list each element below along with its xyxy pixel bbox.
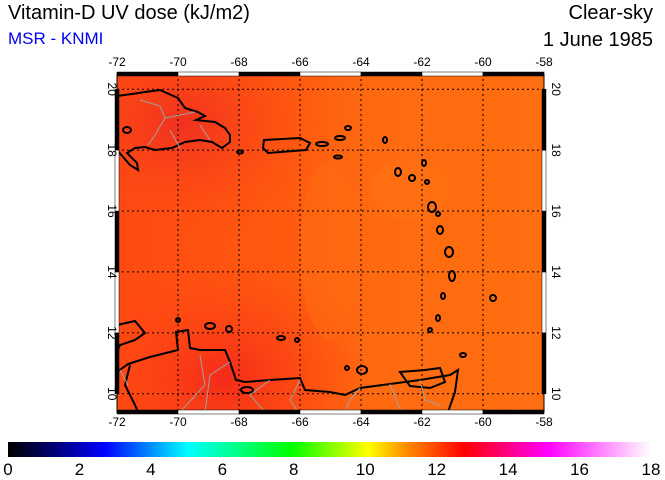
frame-bar <box>482 71 545 77</box>
small-islands <box>122 125 497 394</box>
lon-tick-label: -70 <box>169 415 187 429</box>
colorbar-label: 4 <box>146 460 155 479</box>
lon-tick-label: -64 <box>352 415 370 429</box>
maracaibo-coast <box>123 364 139 412</box>
lon-tick-label: -70 <box>169 55 187 69</box>
lon-tick-label: -68 <box>230 415 248 429</box>
colorbar-label: 12 <box>427 460 446 479</box>
latitude-ticks: 20 20 18 18 16 16 14 14 12 12 10 10 <box>105 83 563 401</box>
lat-tick-label: 10 <box>549 387 563 401</box>
map-title: Vitamin-D UV dose (kJ/m2) <box>8 2 250 24</box>
colorbar <box>8 442 651 457</box>
lat-tick-label: 12 <box>549 326 563 340</box>
sky-condition: Clear-sky <box>568 2 653 24</box>
lon-tick-label: -58 <box>535 415 553 429</box>
frame-bar <box>177 71 240 77</box>
frame-bar <box>541 271 547 334</box>
frame-bar <box>177 409 240 415</box>
lat-tick-label: 12 <box>105 326 119 340</box>
lat-tick-label: 14 <box>549 265 563 279</box>
lon-tick-label: -68 <box>230 55 248 69</box>
frame-bar <box>360 409 423 415</box>
frame-bar <box>421 71 484 77</box>
lon-tick-label: -72 <box>108 55 126 69</box>
lon-tick-label: -66 <box>291 415 309 429</box>
colorbar-label: 8 <box>289 460 298 479</box>
graticule <box>117 74 544 412</box>
frame-bar <box>114 88 120 151</box>
frame-bar <box>541 88 547 151</box>
frame-bar <box>114 149 120 212</box>
borders <box>119 99 441 412</box>
colorbar-label: 6 <box>218 460 227 479</box>
frame-bar <box>482 409 545 415</box>
colorbar-label: 16 <box>570 460 589 479</box>
map-date: 1 June 1985 <box>542 29 653 51</box>
lon-tick-label: -58 <box>535 55 553 69</box>
frame-bar <box>541 332 547 394</box>
frame-bar <box>421 409 484 415</box>
frame-bar <box>116 71 179 77</box>
frame-bar <box>114 332 120 394</box>
colorbar-label: 2 <box>75 460 84 479</box>
guajira-coast <box>117 319 147 353</box>
frame-bar <box>238 409 301 415</box>
colorbar-labels: 0 2 4 6 8 10 12 14 16 18 <box>3 460 660 479</box>
uv-field <box>117 74 544 412</box>
frame-bar <box>116 409 179 415</box>
lon-tick-label: -62 <box>413 55 431 69</box>
frame-bar <box>360 71 423 77</box>
lat-tick-label: 20 <box>549 83 563 97</box>
lat-tick-label: 18 <box>549 143 563 157</box>
lon-tick-label: -72 <box>108 415 126 429</box>
lon-tick-label: -60 <box>474 55 492 69</box>
lat-tick-label: 16 <box>105 204 119 218</box>
lat-tick-label: 18 <box>105 143 119 157</box>
lon-tick-label: -62 <box>413 415 431 429</box>
lat-tick-label: 20 <box>105 83 119 97</box>
frame-bar <box>541 149 547 212</box>
colorbar-label: 0 <box>3 460 12 479</box>
frame-bar <box>114 271 120 334</box>
lon-tick-label: -66 <box>291 55 309 69</box>
frame-bar <box>299 409 362 415</box>
frame-bars <box>114 71 547 415</box>
lon-tick-label: -64 <box>352 55 370 69</box>
frame-bar <box>238 71 301 77</box>
frame-bar <box>541 210 547 273</box>
colorbar-label: 14 <box>499 460 518 479</box>
trinidad-coast <box>398 366 447 390</box>
lat-tick-label: 16 <box>549 204 563 218</box>
frame-bar <box>299 71 362 77</box>
puerto-rico-coast <box>261 136 312 155</box>
frame-bar <box>114 210 120 273</box>
hispaniola-coast <box>117 88 231 172</box>
colorbar-label: 18 <box>642 460 661 479</box>
colorbar-label: 10 <box>356 460 375 479</box>
lat-tick-label: 10 <box>105 387 119 401</box>
lon-tick-label: -60 <box>474 415 492 429</box>
data-source: MSR - KNMI <box>8 29 104 48</box>
lat-tick-label: 14 <box>105 265 119 279</box>
longitude-ticks: -72 -72 -70 -70 -68 -68 -66 -66 -64 -64 -62 -62 -60 -… <box>108 55 553 429</box>
